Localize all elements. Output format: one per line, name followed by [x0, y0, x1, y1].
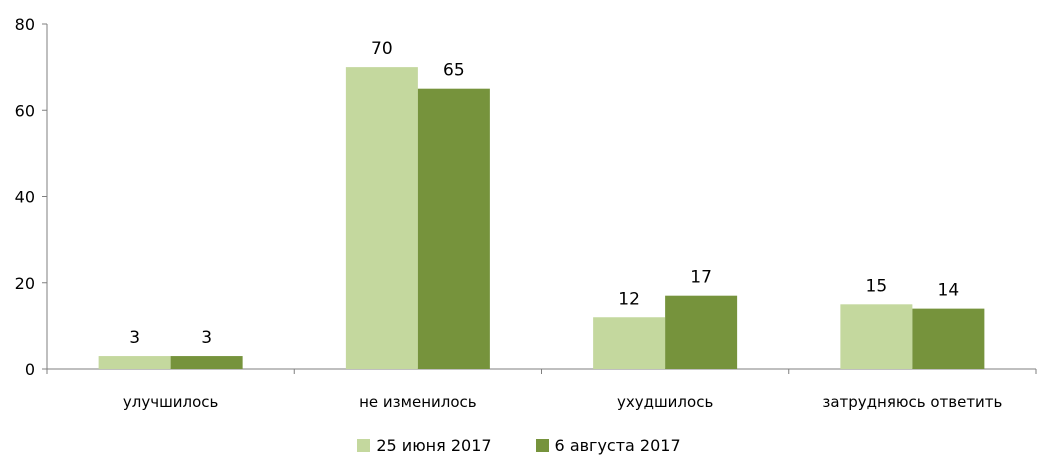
data-label: 17: [690, 268, 712, 288]
y-tick-label: 80: [15, 15, 35, 34]
data-label: 70: [371, 39, 393, 59]
data-label: 65: [443, 61, 465, 81]
x-category-label: не изменилось: [359, 393, 476, 411]
legend-label-series-2: 6 августа 2017: [554, 436, 681, 455]
bar-chart: 0 20 40 60 80 улучшилось не изменилось ухудшил…: [15, 15, 1037, 411]
legend-swatch-series-1: [357, 439, 371, 452]
bar: [593, 317, 666, 369]
legend-item-series-2: 6 августа 2017: [535, 436, 681, 455]
legend: 25 июня 2017 6 августа 2017: [0, 436, 1038, 455]
x-axis: улучшилось не изменилось ухудшилось затрудн…: [46, 368, 1037, 411]
data-label: 3: [201, 328, 212, 348]
legend-item-series-1: 25 июня 2017: [357, 436, 492, 455]
x-category-label: улучшилось: [123, 393, 219, 411]
data-label: 3: [129, 328, 140, 348]
y-tick-label: 20: [15, 274, 35, 293]
y-tick-label: 40: [15, 188, 35, 207]
y-tick-label: 0: [25, 360, 35, 379]
data-label: 15: [866, 276, 888, 296]
data-label: 12: [618, 289, 640, 309]
bars: [98, 67, 985, 369]
bar: [345, 67, 418, 369]
y-tick-label: 60: [15, 101, 35, 120]
y-axis: 0 20 40 60 80: [15, 15, 48, 379]
bar: [665, 295, 738, 369]
data-labels: 3 3 70 65 12 17 15 14: [129, 39, 959, 348]
bar: [840, 304, 913, 369]
data-label: 14: [938, 281, 960, 301]
bar: [912, 308, 985, 369]
x-category-label: затрудняюсь ответить: [822, 393, 1002, 411]
legend-swatch-series-2: [535, 439, 549, 452]
bar: [417, 88, 490, 369]
bar: [98, 356, 171, 369]
legend-label-series-1: 25 июня 2017: [376, 436, 492, 455]
x-category-label: ухудшилось: [617, 393, 713, 411]
bar: [170, 356, 243, 369]
